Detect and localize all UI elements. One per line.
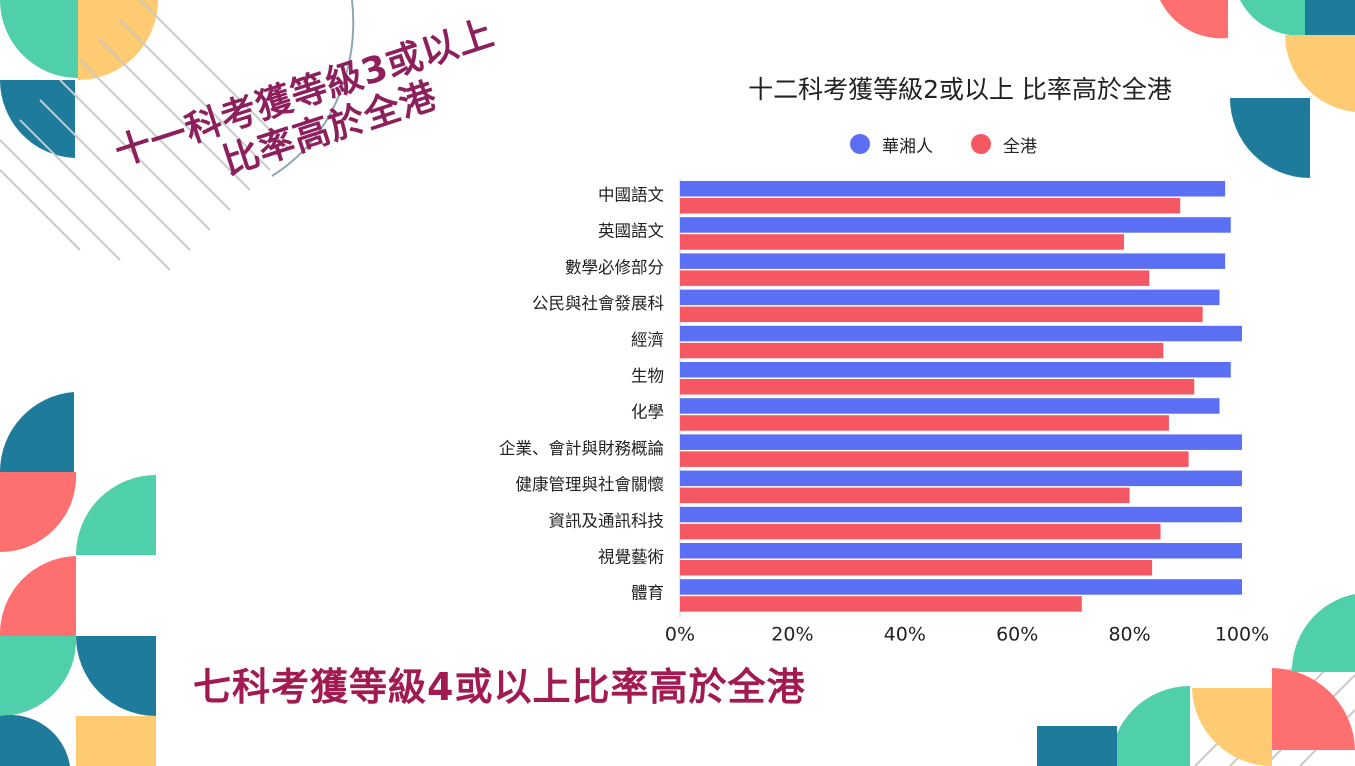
x-tick-label: 0% — [665, 623, 695, 645]
chart-title: 十二科考獲等級2或以上 比率高於全港 — [748, 75, 1172, 104]
deco-top-left — [0, 0, 355, 271]
category-label: 經濟 — [631, 330, 664, 349]
x-tick-label: 80% — [1108, 623, 1150, 645]
bar-school — [680, 434, 1242, 450]
deco-left — [0, 392, 156, 766]
legend-swatch-hk — [971, 134, 991, 154]
category-label: 英國語文 — [598, 222, 664, 241]
bar-hk — [680, 523, 1161, 540]
bar-hk — [680, 487, 1130, 504]
bar-school — [680, 543, 1242, 559]
x-tick-label: 60% — [996, 623, 1038, 645]
category-label: 中國語文 — [598, 186, 664, 205]
category-label: 生物 — [631, 367, 664, 386]
legend-label-hk: 全港 — [1003, 136, 1037, 157]
bar-school — [680, 362, 1231, 378]
category-label: 數學必修部分 — [565, 258, 664, 277]
category-label: 公民與社會發展科 — [532, 294, 664, 313]
category-label: 企業、會計與財務概論 — [499, 439, 664, 458]
bar-hk — [680, 234, 1124, 250]
deco-bottom-right — [1037, 594, 1355, 766]
bar-hk — [680, 198, 1181, 214]
x-tick-label: 20% — [771, 623, 813, 645]
bar-hk — [680, 270, 1150, 286]
deco-top-right — [1160, 0, 1355, 178]
bar-school — [680, 470, 1242, 487]
bar-hk — [680, 342, 1164, 359]
bar-school — [680, 506, 1242, 523]
category-label: 視覺藝術 — [598, 548, 664, 567]
bar-school — [680, 253, 1226, 269]
bar-hk — [680, 415, 1169, 431]
x-tick-label: 100% — [1215, 623, 1269, 645]
bar-hk — [680, 379, 1195, 395]
legend-swatch-school — [850, 134, 870, 154]
bar-school — [680, 325, 1242, 342]
bar-hk — [680, 451, 1189, 467]
legend-item-hk: 全港 — [971, 132, 1037, 157]
bar-school — [680, 579, 1242, 595]
bar-hk — [680, 596, 1082, 612]
legend-item-school: 華湘人 — [850, 132, 933, 157]
bar-school — [680, 181, 1226, 197]
category-label: 化學 — [631, 403, 664, 422]
bar-school — [680, 289, 1220, 306]
bar-school — [680, 398, 1220, 414]
category-label: 健康管理與社會關懷 — [516, 475, 665, 494]
headline-bottom: 七科考獲等級4或以上比率高於全港 — [193, 665, 806, 709]
legend-label-school: 華湘人 — [882, 136, 933, 157]
category-label: 資訊及通訊科技 — [549, 511, 665, 530]
bar-hk — [680, 306, 1203, 323]
chart-legend: 華湘人 全港 — [850, 131, 1037, 157]
x-tick-label: 40% — [884, 623, 926, 645]
bar-school — [680, 217, 1231, 233]
category-label: 體育 — [631, 584, 664, 603]
bar-hk — [680, 560, 1153, 576]
